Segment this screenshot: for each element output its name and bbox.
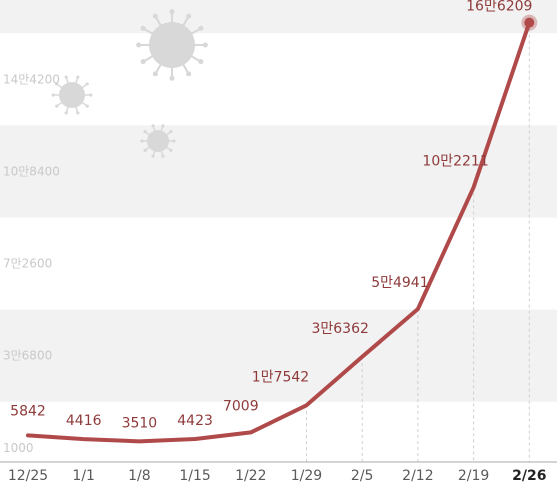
- data-label: 3만6362: [311, 321, 368, 337]
- virus-icon: [136, 9, 208, 81]
- x-tick-label: 2/19: [458, 468, 489, 484]
- data-label: 4423: [177, 413, 213, 429]
- data-label: 5만4941: [371, 275, 428, 291]
- data-labels: 5842 4416 3510 4423 7009 1만7542 3만6362 5만4941 10…: [10, 0, 532, 431]
- x-tick-label: 1/29: [291, 468, 322, 484]
- data-label: 7009: [223, 398, 259, 414]
- background-band: [0, 0, 557, 34]
- background-band: [0, 309, 557, 402]
- virus-decorations: [51, 9, 208, 158]
- y-tick-label: 14만4200: [3, 72, 60, 86]
- x-tick-label: 12/25: [8, 468, 48, 484]
- y-tick-label: 3만6800: [3, 349, 52, 363]
- x-tick-label: 2/12: [402, 468, 433, 484]
- x-tick-label: 2/26: [512, 468, 546, 484]
- data-label: 10만2211: [422, 153, 488, 169]
- data-label: 5842: [10, 403, 46, 419]
- series-line: [26, 20, 532, 444]
- y-tick-label: 7만2600: [3, 257, 52, 271]
- data-label: 1만7542: [252, 369, 309, 385]
- background-bands: [0, 0, 557, 402]
- y-tick-label: 1000: [3, 441, 34, 455]
- background-band: [0, 125, 557, 218]
- virus-icon: [51, 75, 93, 115]
- virus-icon: [140, 124, 176, 158]
- x-tick-label: 1/8: [128, 468, 151, 484]
- x-tick-label: 2/5: [351, 468, 374, 484]
- data-points: [521, 14, 538, 31]
- data-label: 4416: [66, 413, 102, 429]
- x-tick-label: 1/1: [72, 468, 95, 484]
- y-tick-label: 10만8400: [3, 164, 60, 178]
- data-point: [524, 17, 535, 28]
- vertical-gridlines: [306, 28, 530, 462]
- x-tick-label: 1/15: [179, 468, 210, 484]
- data-label: 16만6209: [466, 0, 532, 15]
- x-axis-ticks: 12/25 1/1 1/8 1/15 1/22 1/29 2/5 2/12 2/19 2/26: [8, 468, 547, 484]
- data-label: 3510: [122, 415, 158, 431]
- x-tick-label: 1/22: [235, 468, 266, 484]
- y-axis-ticks: 1000 3만6800 7만2600 10만8400 14만4200: [3, 72, 60, 455]
